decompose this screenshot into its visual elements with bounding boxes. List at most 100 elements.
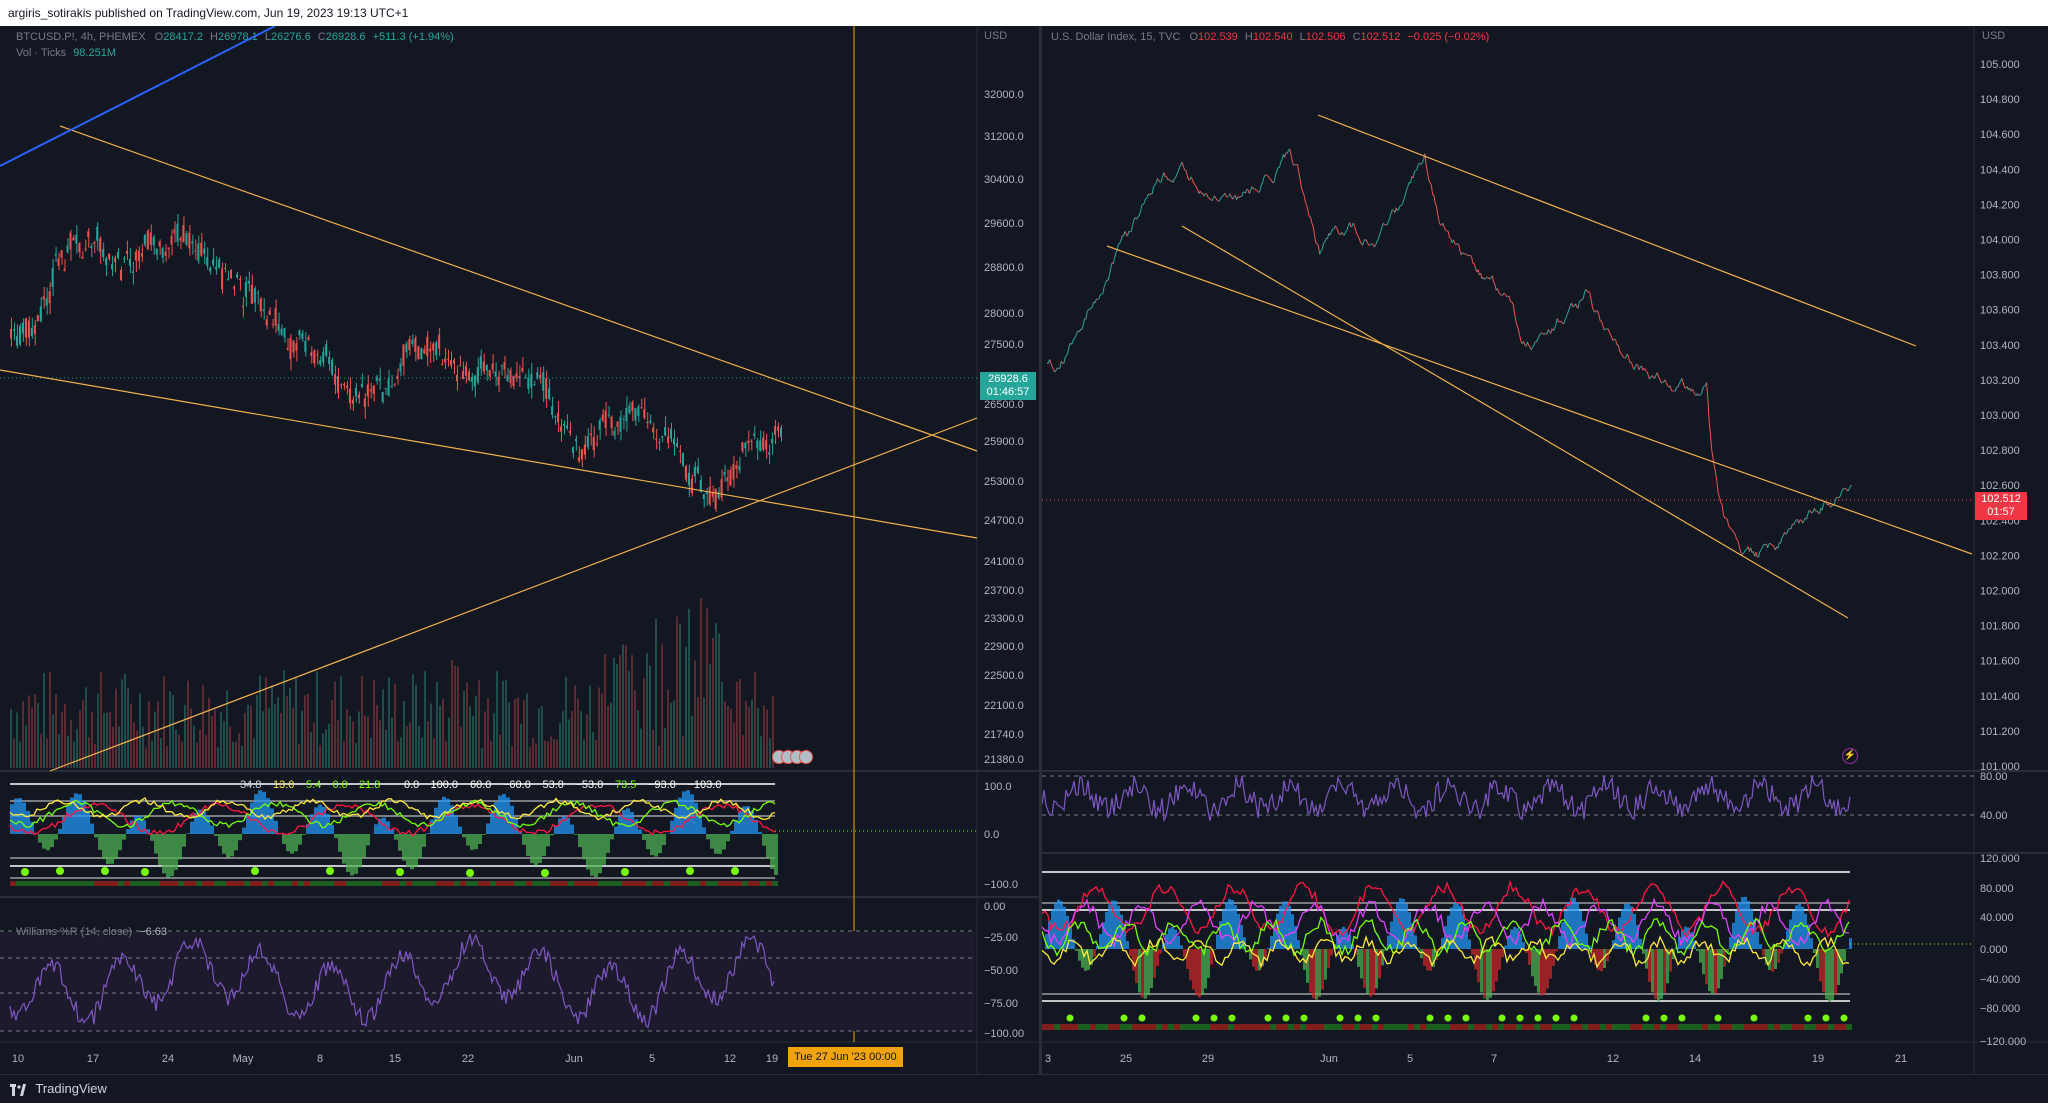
- volume-bar: [238, 733, 240, 768]
- price-line-segment: [1740, 551, 1741, 555]
- candle-body: [724, 472, 726, 475]
- volume-bar: [166, 746, 168, 768]
- price-line-segment: [1746, 549, 1747, 550]
- time-axis-tick: 14: [1689, 1053, 1701, 1065]
- btc-symbol[interactable]: BTCUSD.P!, 4h, PHEMEX: [16, 31, 146, 43]
- trend-bar-segment: [1222, 1024, 1228, 1030]
- oscillator-area: [1192, 949, 1195, 990]
- dxy-symbol[interactable]: U.S. Dollar Index, 15, TVC: [1051, 31, 1180, 43]
- trend-bar-segment: [730, 881, 736, 886]
- btc-legend: BTCUSD.P!, 4h, PHEMEX O28417.2 H26978.1 …: [16, 31, 454, 43]
- oscillator-area: [374, 824, 378, 834]
- candle-body: [596, 443, 598, 444]
- price-axis-tick: 25300.0: [984, 476, 1024, 488]
- trend-bar-segment: [142, 881, 148, 886]
- price-line-segment: [1285, 153, 1286, 158]
- ascending-trendline: [50, 418, 977, 771]
- price-line-segment: [1636, 364, 1637, 365]
- trend-bar-segment: [52, 881, 58, 886]
- volume-bar: [217, 747, 219, 768]
- candle-body: [49, 291, 51, 303]
- volume-bar: [340, 676, 342, 768]
- volume-bar: [511, 746, 513, 768]
- trend-bar-segment: [40, 881, 46, 886]
- signal-dot: [1643, 1015, 1650, 1022]
- trend-bar-segment: [1642, 1024, 1648, 1030]
- candle-body: [132, 272, 134, 273]
- btc-high-label: H: [210, 31, 218, 43]
- price-line-segment: [1314, 235, 1315, 243]
- volume-bar: [373, 680, 375, 768]
- price-line-segment: [1733, 530, 1734, 532]
- oscillator-area: [1552, 949, 1555, 966]
- candle-body: [465, 366, 467, 376]
- oscillator-area: [1315, 949, 1318, 1000]
- economic-events-flags[interactable]: [772, 750, 808, 764]
- candle-body: [548, 388, 550, 398]
- signal-dot: [326, 867, 334, 875]
- volume-bar: [241, 746, 243, 768]
- price-line-segment: [1095, 299, 1096, 303]
- trend-bar-segment: [10, 881, 16, 886]
- price-line-segment: [1734, 533, 1735, 534]
- oscillator-area: [1831, 949, 1834, 1000]
- price-line-segment: [1761, 547, 1762, 549]
- price-axis-tick: 23700.0: [984, 585, 1024, 597]
- price-line-segment: [1098, 299, 1099, 300]
- volume-bar: [43, 673, 45, 768]
- candle-body: [334, 374, 336, 385]
- price-line-segment: [1125, 231, 1126, 234]
- price-line-segment: [1435, 203, 1436, 207]
- volume-bar: [394, 684, 396, 768]
- price-line-segment: [1166, 176, 1167, 179]
- price-line-segment: [1820, 508, 1821, 514]
- price-line-segment: [1269, 177, 1270, 179]
- volume-bar: [604, 654, 606, 768]
- signal-dot: [731, 867, 739, 875]
- trend-bar-segment: [172, 881, 178, 886]
- candle-body: [379, 379, 381, 381]
- volume-bar: [91, 712, 93, 768]
- volume-bar: [748, 707, 750, 768]
- williams-label[interactable]: Williams %R (14, close): [16, 926, 132, 938]
- price-line-segment: [1460, 250, 1461, 254]
- volume-bar: [355, 743, 357, 768]
- candle-body: [34, 325, 36, 334]
- trend-bar-segment: [334, 881, 340, 886]
- volume-bar: [442, 699, 444, 768]
- price-line-segment: [1788, 528, 1789, 529]
- rsi-line: [1042, 776, 1850, 821]
- oscillator-area: [1762, 949, 1765, 956]
- signal-dot: [1301, 1015, 1308, 1022]
- volume-bar: [661, 645, 663, 768]
- dxy-chart-canvas[interactable]: 105.000104.800104.600104.400104.200104.0…: [1042, 26, 2048, 1074]
- oscillator-area: [50, 834, 54, 847]
- oscillator-area: [618, 816, 622, 834]
- us-flag-icon[interactable]: [799, 750, 813, 764]
- oscillator-area: [222, 834, 226, 854]
- volume-bar: [346, 709, 348, 768]
- candle-body: [242, 306, 244, 307]
- oscillator-area: [1420, 949, 1423, 958]
- price-line-segment: [1357, 235, 1358, 237]
- trend-bar-segment: [1726, 1024, 1732, 1030]
- alert-flash-icon[interactable]: ⚡: [1842, 748, 1858, 764]
- btc-chart-canvas[interactable]: 32000.031200.030400.029600.028800.028000…: [0, 26, 1039, 1074]
- trend-bar-segment: [28, 881, 34, 886]
- trend-bar-segment: [1612, 1024, 1618, 1030]
- price-line-segment: [1547, 329, 1548, 334]
- candle-body: [150, 232, 152, 244]
- candle-body: [441, 364, 443, 365]
- oscillator-area: [1663, 949, 1666, 993]
- time-axis-tick: 7: [1491, 1053, 1497, 1065]
- candle-body: [10, 329, 12, 339]
- dxy-change: −0.025 (−0.02%): [1407, 31, 1489, 43]
- trend-bar-segment: [1354, 1024, 1360, 1030]
- price-line-segment: [1103, 287, 1104, 294]
- signal-dot: [1661, 1015, 1668, 1022]
- signal-dot: [1445, 1015, 1452, 1022]
- trend-bar-segment: [1204, 1024, 1210, 1030]
- oscillator-area: [242, 828, 246, 834]
